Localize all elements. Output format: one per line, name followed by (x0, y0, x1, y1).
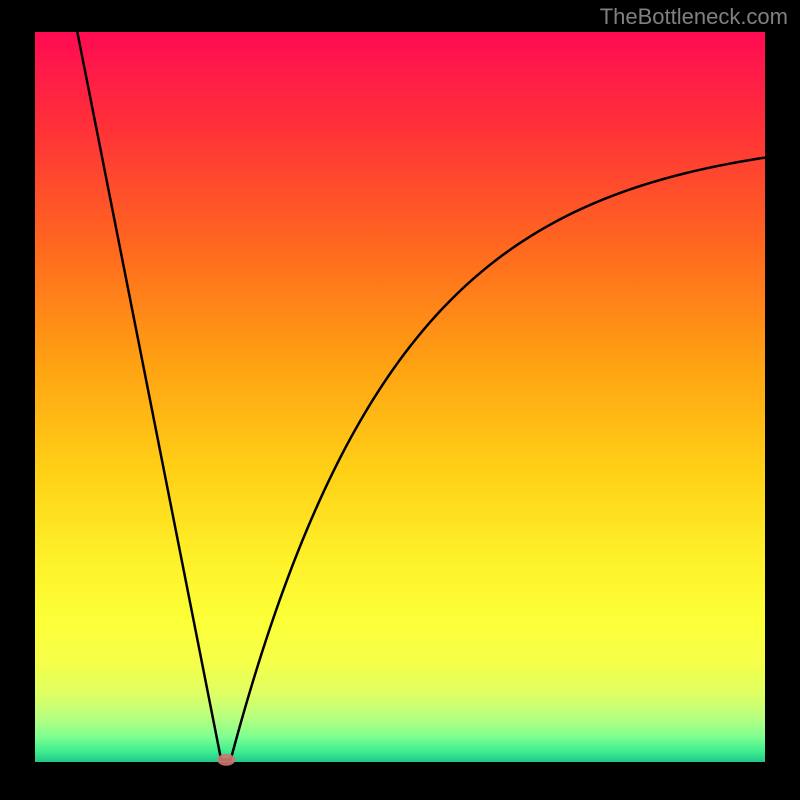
bottleneck-chart (0, 0, 800, 800)
optimum-marker (217, 754, 235, 766)
plot-background (35, 32, 765, 762)
chart-container: TheBottleneck.com (0, 0, 800, 800)
